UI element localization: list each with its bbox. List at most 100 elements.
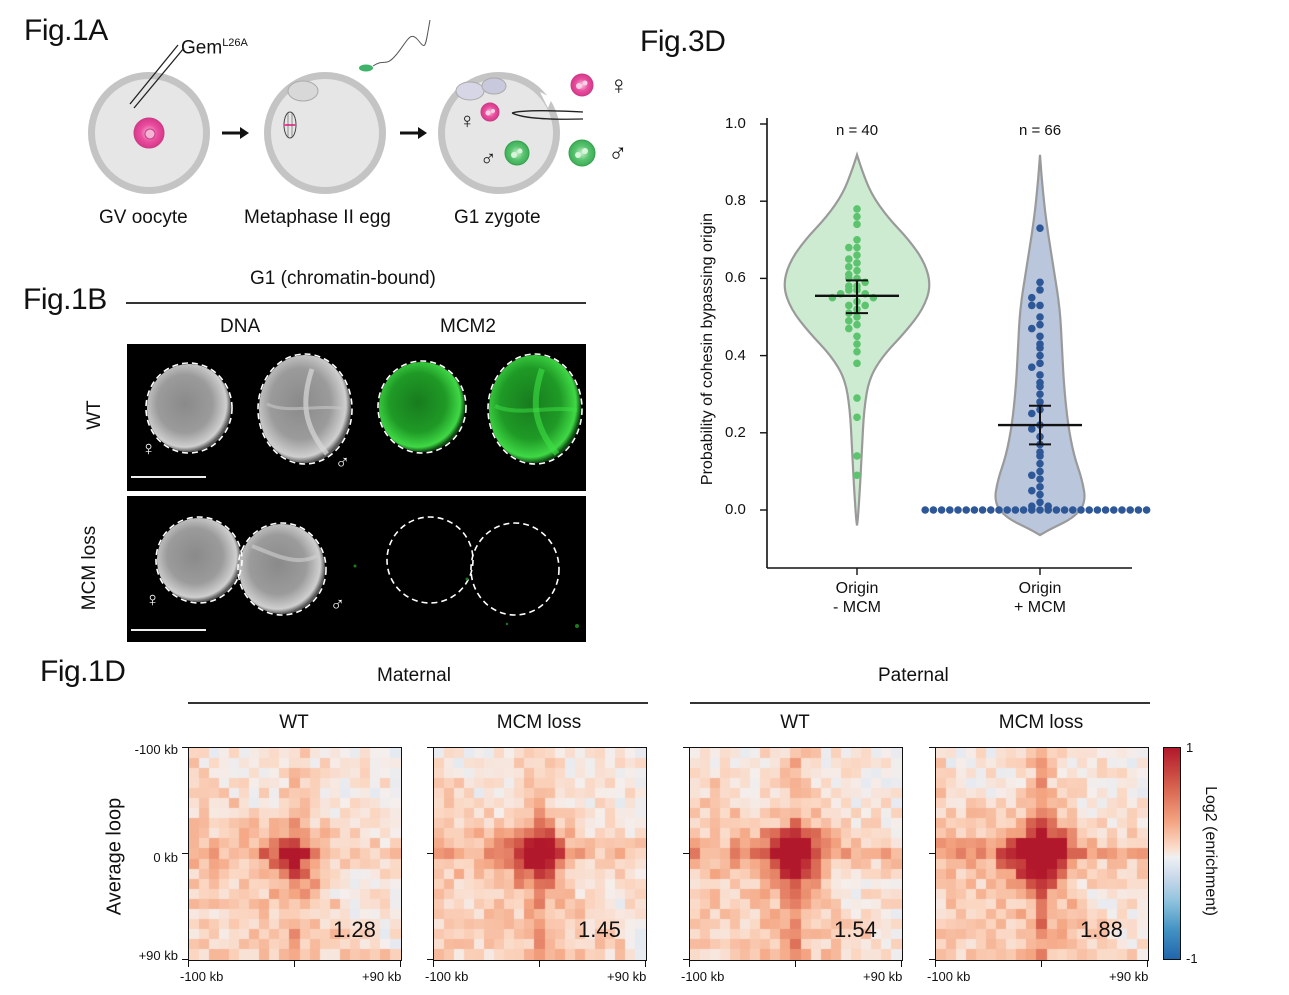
heatmap-title: MCM loss xyxy=(998,712,1084,733)
y-tick xyxy=(427,747,433,749)
data-point xyxy=(1028,293,1036,302)
data-point xyxy=(1126,506,1134,514)
y-tick xyxy=(929,959,935,961)
data-point xyxy=(853,220,861,229)
data-point xyxy=(845,324,853,333)
y-tick xyxy=(683,853,689,855)
x-tick xyxy=(901,961,903,967)
y-tick xyxy=(182,747,188,749)
data-point xyxy=(845,255,853,263)
data-point xyxy=(937,506,946,514)
loop-score: 1.28 xyxy=(333,917,376,942)
heatmap-title: WT xyxy=(279,712,309,733)
male-symbol: ♂ xyxy=(608,138,628,168)
x-tick xyxy=(935,961,937,967)
y-tick xyxy=(182,959,188,961)
data-point xyxy=(987,506,995,514)
data-point xyxy=(1077,506,1085,514)
data-point xyxy=(995,506,1003,514)
g1-zygote-icon xyxy=(438,72,596,194)
loop-score: 1.54 xyxy=(834,917,877,942)
x-tick-label: Origin xyxy=(835,580,879,597)
y-tick-label: 1.0 xyxy=(725,115,746,132)
data-point xyxy=(921,506,929,514)
metaphase-egg-icon xyxy=(264,19,431,194)
data-point xyxy=(1052,506,1061,514)
data-point xyxy=(853,332,861,341)
data-point xyxy=(1028,471,1036,480)
x-tick-label: +90 kb xyxy=(607,969,647,984)
data-point xyxy=(1028,324,1036,333)
x-tick xyxy=(1147,961,1149,967)
x-tick xyxy=(539,961,541,967)
column-label-dna: DNA xyxy=(220,316,261,337)
data-point xyxy=(853,259,861,267)
x-tick xyxy=(689,961,691,967)
data-point xyxy=(962,506,970,514)
data-point xyxy=(845,243,853,252)
data-point xyxy=(861,301,869,310)
x-tick xyxy=(795,961,797,967)
data-point xyxy=(1036,351,1044,360)
data-point xyxy=(845,282,853,290)
data-point xyxy=(1036,378,1044,387)
y-tick-label: 0.2 xyxy=(725,423,746,441)
group-label-maternal: Maternal xyxy=(377,665,451,686)
data-point xyxy=(853,340,861,348)
aggregate-loop-heatmap xyxy=(935,747,1149,961)
arrow-icon xyxy=(222,127,249,139)
data-point xyxy=(853,266,861,275)
data-point xyxy=(853,320,861,329)
y-tick-label: 0.8 xyxy=(725,192,746,210)
stage-label: G1 zygote xyxy=(454,207,541,228)
data-point xyxy=(1036,390,1044,399)
aggregate-loop-heatmap xyxy=(689,747,903,961)
data-point xyxy=(1003,506,1011,514)
fig3d-violin-chart xyxy=(760,118,1151,575)
male-symbol: ♂ xyxy=(335,452,350,474)
x-tick-label: +90 kb xyxy=(362,969,402,984)
data-point xyxy=(1036,448,1044,456)
y-tick-label: 0.6 xyxy=(725,269,746,287)
data-point xyxy=(853,394,861,402)
female-symbol: ♀ xyxy=(145,589,160,611)
data-point xyxy=(853,413,861,422)
data-point xyxy=(1036,459,1044,468)
x-tick-label: +90 kb xyxy=(863,969,903,984)
stage-label: GV oocyte xyxy=(99,207,188,228)
colorbar-min-label: -1 xyxy=(1186,951,1198,966)
heatmap-canvas xyxy=(189,748,401,960)
female-symbol: ♀ xyxy=(141,438,156,460)
data-point xyxy=(1134,506,1143,514)
header-divider xyxy=(126,302,586,304)
data-point xyxy=(1028,502,1036,510)
data-point xyxy=(1028,301,1036,310)
x-tick-label: -100 kb xyxy=(927,969,971,984)
data-point xyxy=(853,212,861,221)
x-tick xyxy=(645,961,647,967)
x-tick-label: -100 kb xyxy=(681,969,725,984)
data-point xyxy=(1028,363,1036,371)
data-point xyxy=(1060,506,1069,514)
group-divider xyxy=(188,702,648,704)
data-point xyxy=(1036,506,1044,514)
fig1b-header: G1 (chromatin-bound) xyxy=(250,268,436,289)
y-tick-label: 0 kb xyxy=(153,850,178,865)
data-point xyxy=(1036,398,1044,406)
y-tick xyxy=(929,853,935,855)
data-point xyxy=(1036,371,1044,379)
x-tick-label: +90 kb xyxy=(1109,969,1149,984)
data-point xyxy=(853,359,861,368)
injection-superscript: L26A xyxy=(222,37,248,49)
n-annotation: n = 66 xyxy=(1018,122,1062,139)
data-point xyxy=(1036,313,1044,321)
data-point xyxy=(1019,506,1028,514)
y-tick xyxy=(427,959,433,961)
data-point xyxy=(1044,502,1052,510)
injection-gene: Gem xyxy=(181,37,223,59)
heatmap-title: WT xyxy=(780,712,810,733)
data-point xyxy=(853,452,861,460)
column-label-mcm2: MCM2 xyxy=(440,316,496,337)
y-tick-label: 0.0 xyxy=(725,501,746,518)
group-divider xyxy=(690,702,1150,704)
